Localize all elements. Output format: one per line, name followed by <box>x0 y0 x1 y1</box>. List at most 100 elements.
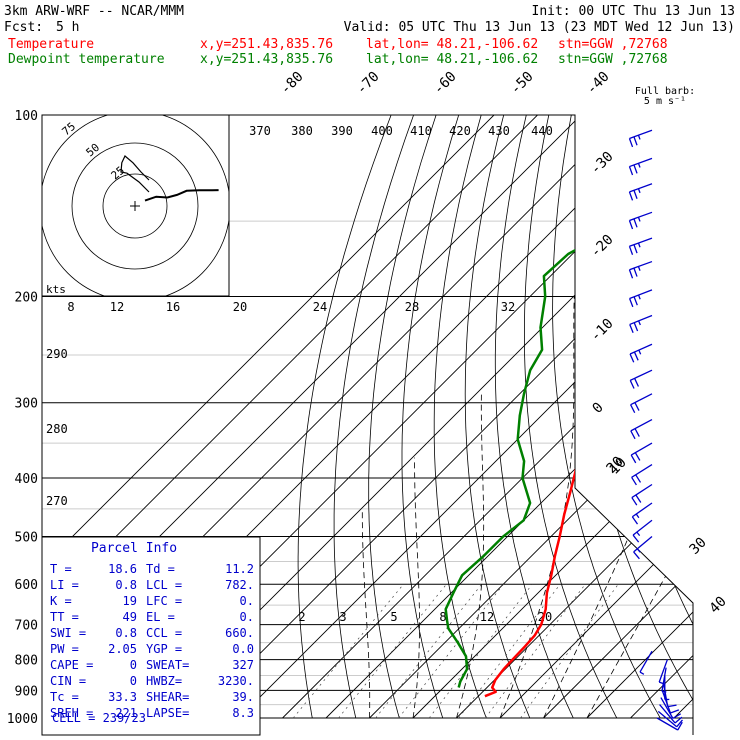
dry-adiabat-350 <box>606 115 693 719</box>
parcel-row-2-label-a: K = <box>50 594 72 608</box>
wind-barb-240 <box>629 343 653 363</box>
parcel-row-5-label-a: PW = <box>50 642 79 656</box>
isotherm-label--40: -40 <box>584 69 613 98</box>
parcel-row-4-value-b: 660. <box>225 626 254 640</box>
dry-adiabat-370 <box>657 115 693 719</box>
parcel-row-5-value-a: 2.05 <box>108 642 137 656</box>
temperature-line <box>484 115 693 698</box>
isotherm-50 <box>630 115 693 719</box>
dry-adiabat-330 <box>552 115 661 719</box>
pressure-label-100: 100 <box>15 109 38 124</box>
mixing-ratio-20 <box>520 583 619 719</box>
forecast-hour: 5 h <box>56 20 79 35</box>
barb-legend-line1: Full barb: <box>635 86 695 97</box>
dewpoint-legend-station: stn=GGW ,72768 <box>558 52 668 67</box>
mixing-ratio-5 <box>428 583 533 719</box>
theta-label-370: 370 <box>249 124 271 138</box>
mixing-ratio-label-lower-12: 12 <box>480 610 494 624</box>
wind-barbs <box>628 129 683 731</box>
parcel-row-7-label-b: HWBZ= <box>146 674 182 688</box>
pressure-label-900: 900 <box>15 684 38 699</box>
isotherm-label--50: -50 <box>508 69 537 98</box>
parcel-cell: CELL = 239/23 <box>52 711 146 725</box>
theta-label-430: 430 <box>488 124 510 138</box>
pressure-label-300: 300 <box>15 397 38 412</box>
wind-barb-118 <box>628 157 653 176</box>
pressure-label-1000: 1000 <box>7 712 38 727</box>
wind-barb-850 <box>664 675 670 701</box>
mixing-ratio-2 <box>375 583 482 719</box>
wind-barb-775 <box>639 650 653 675</box>
mixing-ratio-label-upper-28: 28 <box>405 300 419 314</box>
dewpoint-legend-latlon: lat,lon= 48.21,-106.62 <box>366 52 538 67</box>
dry-adiabat-260 <box>333 115 414 719</box>
wind-barb-145 <box>628 211 653 230</box>
isotherm-label-30: 30 <box>687 535 710 558</box>
isotherm--30 <box>282 115 693 719</box>
parcel-info-title: Parcel Info <box>91 541 177 556</box>
mixing-ratio-label-upper-32: 32 <box>501 300 515 314</box>
moist-adiabat-30 <box>543 296 693 719</box>
isotherm-30 <box>543 115 693 719</box>
parcel-info-box: Parcel Info T = 18.6 Td = 11.2 LI = 0.8 LCL = 7… <box>41 536 261 736</box>
isotherm-label-20: 20 <box>604 454 627 477</box>
isotherm-10 <box>456 115 693 719</box>
mixing-ratio-label-lower-8: 8 <box>439 610 446 624</box>
parcel-row-4-label-b: CCL = <box>146 626 182 640</box>
isotherm-label--30: -30 <box>588 149 617 178</box>
theta-label-390: 390 <box>331 124 353 138</box>
parcel-row-5-value-b: 0.0 <box>232 642 254 656</box>
wind-barb-800 <box>658 659 669 685</box>
wind-barb-380 <box>631 464 653 486</box>
wind-barb-160 <box>628 237 653 255</box>
dry-adiabat-270 <box>368 115 437 719</box>
pressure-label-600: 600 <box>15 578 38 593</box>
parcel-row-0-value-b: 11.2 <box>225 562 254 576</box>
valid-time: Valid: 05 UTC Thu 13 Jun 13 (23 MDT Wed … <box>344 20 735 35</box>
parcel-row-3-label-a: TT = <box>50 610 79 624</box>
temperature-legend-station: stn=GGW ,72768 <box>558 37 668 52</box>
parcel-row-0-label-a: T = <box>50 562 72 576</box>
plot-frame <box>42 114 694 735</box>
dry-adiabat-390 <box>706 115 740 718</box>
parcel-row-2-label-b: LFC = <box>146 594 182 608</box>
mixing-ratio-label-upper-20: 20 <box>233 300 247 314</box>
theta-label-380: 380 <box>291 124 313 138</box>
theta-label-410: 410 <box>410 124 432 138</box>
isotherm-40 <box>586 115 693 719</box>
mixing-ratio-8 <box>458 583 561 719</box>
wind-barb-175 <box>628 260 653 279</box>
parcel-row-9-value-a: 221 <box>115 706 137 720</box>
mixing-ratio-label-upper-16: 16 <box>166 300 180 314</box>
dry-adiabat-250 <box>297 115 392 719</box>
isotherm-label--10: -10 <box>588 316 617 345</box>
parcel-row-1-label-b: LCL = <box>146 578 182 592</box>
parcel-row-8-value-a: 33.3 <box>108 690 137 704</box>
isotherm--40 <box>238 115 693 719</box>
wind-barb-925 <box>660 697 682 719</box>
mixing-ratio-1 <box>338 583 447 719</box>
dry-adiabat-310 <box>494 115 574 719</box>
hodo-ring-2 <box>71 142 199 270</box>
wind-barb-825 <box>661 667 667 693</box>
wind-barb-440 <box>631 502 653 525</box>
moist-adiabat--10 <box>361 508 371 719</box>
wind-barb-950 <box>659 704 683 724</box>
pressure-label-400: 400 <box>15 472 38 487</box>
mixing-ratio-label-lower-5: 5 <box>390 610 397 624</box>
wind-barb-470 <box>632 519 653 543</box>
moist-adiabat-0 <box>412 457 420 719</box>
parcel-row-4-label-a: SWI = <box>50 626 86 640</box>
parcel-row-3-label-b: EL = <box>146 610 175 624</box>
parcel-row-1-value-a: 0.8 <box>115 578 137 592</box>
dry-adiabat-290 <box>433 115 487 719</box>
wind-barb-195 <box>628 289 653 308</box>
dry-adiabat-300 <box>464 115 531 719</box>
hodograph-trace-lower <box>144 189 219 202</box>
dry-adiabat-280 <box>401 115 460 719</box>
moist-adiabat-40 <box>586 296 693 719</box>
isotherm-label-40: 40 <box>707 594 730 617</box>
hodo-ring-1 <box>102 173 168 239</box>
pressure-label-500: 500 <box>15 530 38 545</box>
parcel-row-7-value-b: 3230. <box>218 674 254 688</box>
